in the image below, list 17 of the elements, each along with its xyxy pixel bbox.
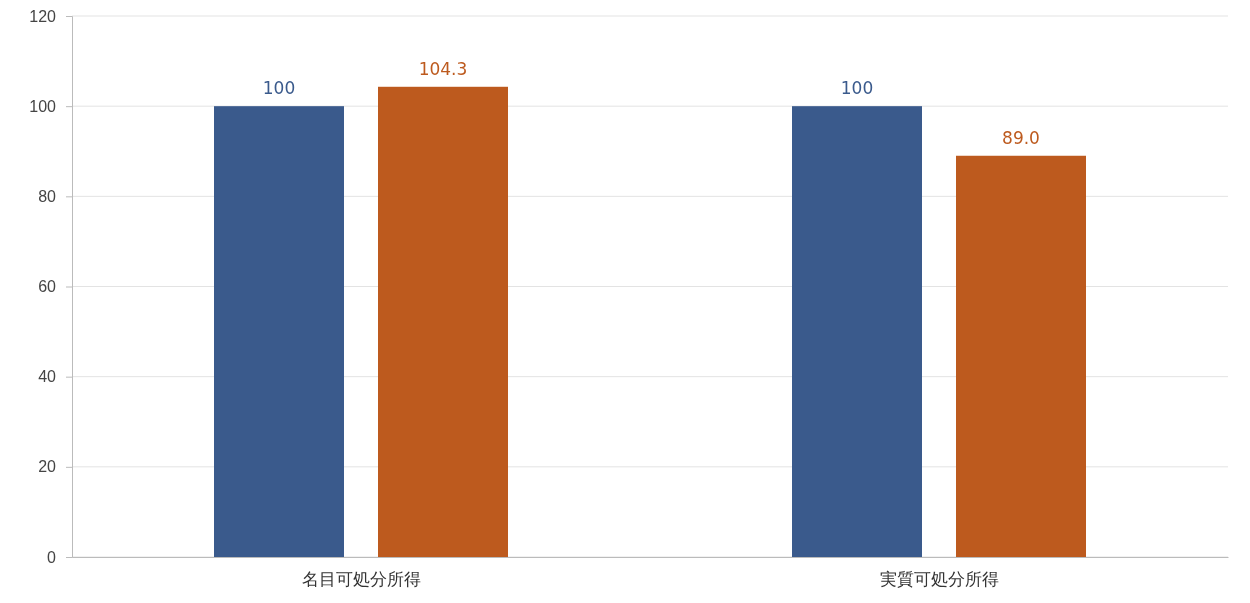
x-tick-label: 実質可処分所得 (879, 570, 999, 590)
bar (792, 106, 922, 557)
y-tick-label: 80 (38, 187, 57, 205)
y-tick-label: 120 (29, 7, 57, 25)
y-tick-label: 20 (38, 458, 57, 476)
data-label: 89.0 (1002, 127, 1040, 148)
data-label: 100 (840, 78, 874, 99)
bar (378, 86, 508, 557)
data-label: 104.3 (418, 58, 468, 79)
bar (214, 106, 344, 557)
data-label: 100 (262, 78, 296, 99)
y-tick-label: 40 (38, 368, 57, 386)
y-tick-label: 60 (38, 278, 57, 296)
bar (956, 155, 1086, 557)
y-tick-label: 0 (47, 548, 57, 566)
x-tick-label: 名目可処分所得 (301, 570, 421, 590)
y-tick-label: 100 (29, 97, 57, 115)
